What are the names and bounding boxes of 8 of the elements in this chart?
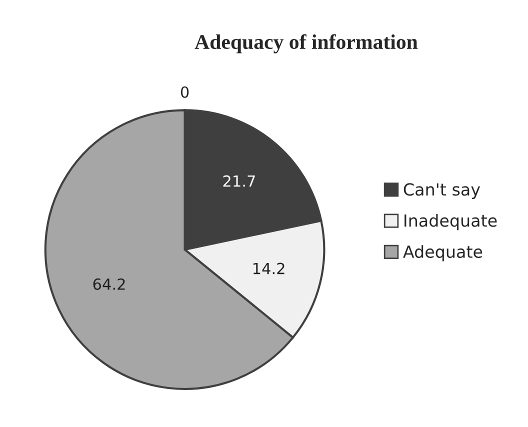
data-label: 14.2 [253,262,284,274]
data-label: 64.2 [93,278,125,290]
chart-title: Adequacy of information [194,34,418,54]
text: 0 [180,86,189,98]
data-label: 21.7 [223,175,255,187]
legend-label: Adequate [403,245,482,262]
legend-label: Can't say [404,183,480,199]
legend-label: Inadequate [404,214,497,230]
